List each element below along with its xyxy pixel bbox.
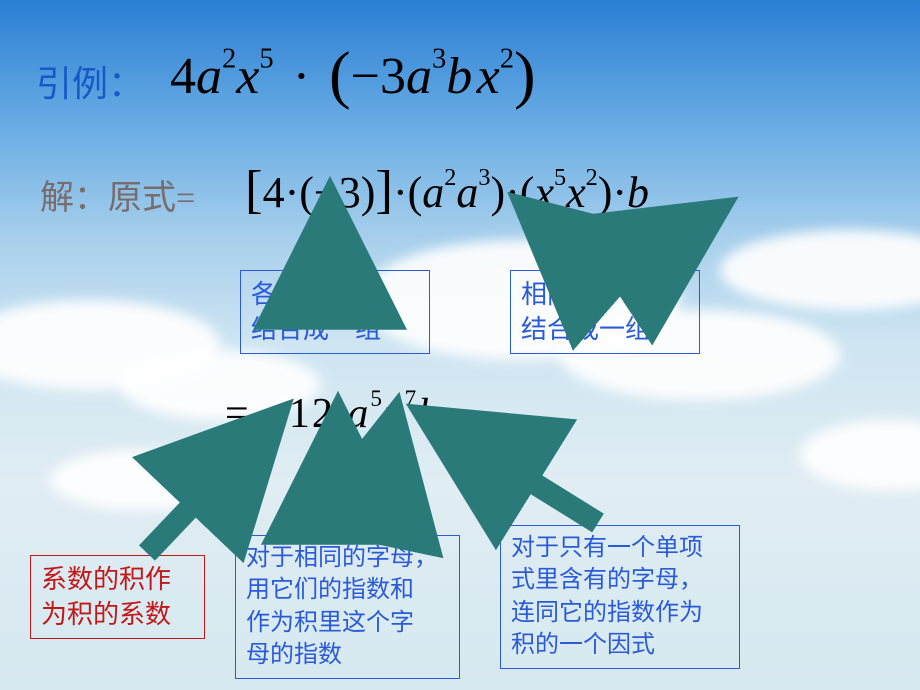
box-line: 为积的系数 bbox=[41, 597, 194, 632]
box-line: 系数的积作 bbox=[41, 562, 194, 597]
box-line: 连同它的指数作为 bbox=[511, 597, 729, 629]
label-intro: 引例： bbox=[36, 55, 144, 107]
box-single-letter: 对于只有一个单项 式里含有的字母， 连同它的指数作为 积的一个因式 bbox=[500, 525, 740, 669]
box-same-letter-exp: 对于相同的字母， 用它们的指数和 作为积里这个字 母的指数 bbox=[235, 535, 460, 679]
box-line: 对于相同的字母， bbox=[246, 542, 449, 574]
box-coeff-product: 系数的积作 为积的系数 bbox=[30, 555, 205, 639]
box-line: 积的一个因式 bbox=[511, 629, 729, 661]
expr-top: 4a2x5 · (−3a3b x2) bbox=[170, 35, 536, 110]
box-line: 对于只有一个单项 bbox=[511, 532, 729, 564]
expr-result: = −12 a5x7b bbox=[225, 385, 441, 438]
label-solve: 解：原式= bbox=[40, 170, 195, 219]
box-line: 作为积里这个字 bbox=[246, 607, 449, 639]
expr-step1: [4·(−3)]·(a2a3)·(x5x2)·b bbox=[245, 160, 649, 220]
box-line: 结合成一组 bbox=[521, 312, 689, 347]
box-line: 相同的字母 bbox=[521, 277, 689, 312]
box-line: 结合成一组 bbox=[251, 312, 419, 347]
box-same-letter-group: 相同的字母 结合成一组 bbox=[510, 270, 700, 354]
box-line: 用它们的指数和 bbox=[246, 574, 449, 606]
box-line: 母的指数 bbox=[246, 639, 449, 671]
box-line: 各因数系数 bbox=[251, 277, 419, 312]
box-line: 式里含有的字母， bbox=[511, 564, 729, 596]
box-coeff-group: 各因数系数 结合成一组 bbox=[240, 270, 430, 354]
